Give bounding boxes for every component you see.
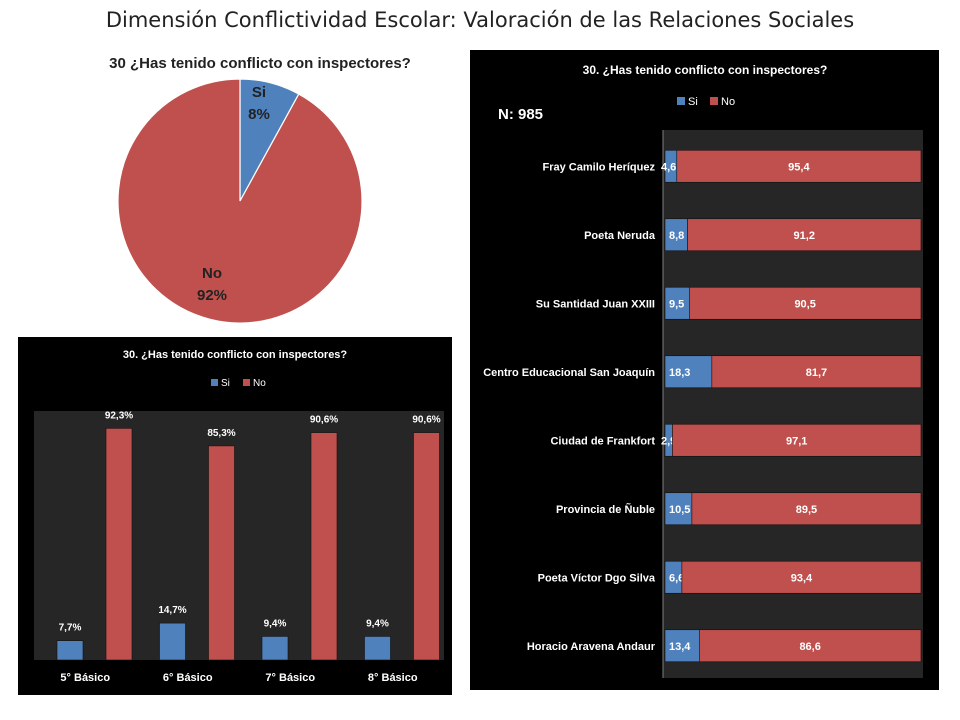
hbar-value-label-no-4: 81,7 xyxy=(806,367,827,379)
bar-category-label-4: 8° Básico xyxy=(368,672,418,684)
bar-no-4 xyxy=(413,432,440,661)
hbar-si-4 xyxy=(664,355,713,389)
pie-title: 30 ¿Has tenido conflicto con inspectores… xyxy=(109,55,411,72)
bar-plot-area xyxy=(34,411,444,660)
hbar-legend-label-si: Si xyxy=(688,96,698,108)
bar-no-3 xyxy=(310,432,338,661)
hbar-no-3 xyxy=(689,286,922,320)
hbar-value-label-si-1: 4,6 xyxy=(661,161,676,173)
hbar-value-label-no-7: 93,4 xyxy=(791,572,813,584)
bar-title: 30. ¿Has tenido conflicto con inspectore… xyxy=(123,349,348,361)
hbar-category-label-4: Centro Educacional San Joaquín xyxy=(483,367,655,379)
bar-category-label-1: 5° Básico xyxy=(60,672,110,684)
slide-title: Dimensión Conflictividad Escolar: Valora… xyxy=(105,8,855,32)
school-bar-chart-panel: 30. ¿Has tenido conflicto con inspectore… xyxy=(470,50,939,690)
hbar-category-label-1: Fray Camilo Heríquez xyxy=(543,161,656,173)
hbar-no-7 xyxy=(681,560,922,594)
bar-value-label-si-4: 9,4% xyxy=(366,618,389,629)
bar-legend-label-si: Si xyxy=(221,378,230,389)
hbar-category-label-7: Poeta Víctor Dgo Silva xyxy=(538,572,656,584)
bar-si-4 xyxy=(364,636,391,661)
hbar-no-4 xyxy=(711,355,922,389)
hbar-value-label-si-2: 8,8 xyxy=(669,230,684,242)
bar-si-1 xyxy=(56,640,84,661)
hbar-title: 30. ¿Has tenido conflicto con inspectore… xyxy=(583,63,828,77)
bar-si-3 xyxy=(261,636,289,661)
pie-slice-no xyxy=(117,78,363,324)
school-bar-chart: 30. ¿Has tenido conflicto con inspectore… xyxy=(483,63,923,678)
bar-si-2 xyxy=(159,622,186,661)
bar-category-label-3: 7° Básico xyxy=(265,672,315,684)
bar-legend-swatch-no xyxy=(243,379,250,386)
hbar-value-label-no-1: 95,4 xyxy=(788,161,810,173)
hbar-si-8 xyxy=(664,629,700,663)
hbar-no-1 xyxy=(676,149,922,183)
hbar-no-6 xyxy=(691,492,922,526)
bar-value-label-si-1: 7,7% xyxy=(59,623,82,634)
bar-value-label-si-2: 14,7% xyxy=(158,605,186,616)
hbar-no-2 xyxy=(687,218,922,252)
hbar-value-label-si-4: 18,3 xyxy=(669,367,690,379)
hbar-category-label-5: Ciudad de Frankfort xyxy=(550,435,655,447)
hbar-value-label-no-3: 90,5 xyxy=(794,298,815,310)
hbar-category-label-8: Horacio Aravena Andaur xyxy=(527,641,656,653)
pie-chart: 30 ¿Has tenido conflicto con inspectores… xyxy=(109,55,411,324)
bar-value-label-no-2: 85,3% xyxy=(207,428,235,439)
hbar-value-label-si-7: 6,6 xyxy=(669,572,684,584)
pie-value-no: 92% xyxy=(197,287,227,304)
hbar-category-label-3: Su Santidad Juan XXIII xyxy=(536,298,655,310)
hbar-value-label-si-8: 13,4 xyxy=(669,641,691,653)
bar-value-label-no-3: 90,6% xyxy=(310,415,338,426)
hbar-value-label-no-5: 97,1 xyxy=(786,435,807,447)
hbar-legend-swatch-si xyxy=(677,97,685,105)
grade-bar-chart: 30. ¿Has tenido conflicto con inspectore… xyxy=(34,349,444,684)
grade-bar-chart-panel: 30. ¿Has tenido conflicto con inspectore… xyxy=(18,337,452,695)
pie-label-si: Si xyxy=(252,84,266,101)
hbar-value-label-si-6: 10,5 xyxy=(669,504,690,516)
hbar-sample-size: N: 985 xyxy=(498,106,543,123)
hbar-value-label-no-6: 89,5 xyxy=(796,504,817,516)
pie-label-no: No xyxy=(202,265,222,282)
hbar-legend-swatch-no xyxy=(710,97,718,105)
hbar-no-5 xyxy=(672,423,922,457)
hbar-value-label-si-3: 9,5 xyxy=(669,298,684,310)
bar-value-label-si-3: 9,4% xyxy=(264,618,287,629)
bar-no-2 xyxy=(208,445,235,661)
hbar-legend-label-no: No xyxy=(721,96,735,108)
bar-value-label-no-1: 92,3% xyxy=(105,410,133,421)
hbar-si-6 xyxy=(664,492,693,526)
pie-chart-panel: 30 ¿Has tenido conflicto con inspectores… xyxy=(60,46,460,336)
hbar-category-label-2: Poeta Neruda xyxy=(584,230,656,242)
hbar-plot-area xyxy=(663,130,923,678)
pie-value-si: 8% xyxy=(248,106,270,123)
hbar-value-label-no-2: 91,2 xyxy=(794,230,815,242)
hbar-no-8 xyxy=(699,629,922,663)
bar-category-label-2: 6° Básico xyxy=(163,672,213,684)
bar-no-1 xyxy=(105,428,133,661)
bar-value-label-no-4: 90,6% xyxy=(412,415,440,426)
hbar-value-label-no-8: 86,6 xyxy=(799,641,820,653)
bar-legend-label-no: No xyxy=(253,378,266,389)
hbar-category-label-6: Provincia de Ñuble xyxy=(556,503,655,516)
bar-legend-swatch-si xyxy=(211,379,218,386)
